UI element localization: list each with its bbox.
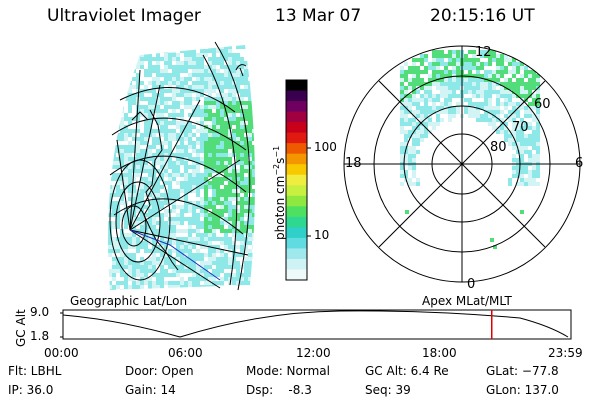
timeline-y-min: 1.8 — [30, 329, 50, 343]
mlt-label-12: 12 — [475, 45, 492, 60]
observation-time: 20:15:16 UT — [430, 6, 535, 26]
filter-info: Flt: LBHL — [8, 364, 62, 378]
door-info: Door: Open — [125, 364, 194, 378]
timeline-tick-2359: 23:59 — [548, 346, 583, 360]
timeline-tick-0000: 00:00 — [44, 346, 79, 360]
imager-title: Ultraviolet Imager — [47, 6, 201, 26]
timeline-y-max: 9.0 — [30, 305, 50, 319]
observation-date: 13 Mar 07 — [275, 6, 362, 26]
dsp-info: Dsp: -8.3 — [246, 383, 312, 397]
sequence-info: Seq: 39 — [365, 383, 411, 397]
glat-info: GLat: −77.8 — [486, 364, 559, 378]
colorbar-tick-100: 100 — [314, 140, 337, 154]
timeline-axis-label: GC Alt — [14, 309, 28, 347]
mlat-label-60: 60 — [534, 97, 551, 112]
mlt-label-18: 18 — [345, 156, 362, 171]
mlat-label-70: 70 — [512, 120, 529, 135]
glon-info: GLon: 137.0 — [486, 383, 559, 397]
mlt-label-6: 6 — [575, 156, 584, 171]
gc-altitude-info: GC Alt: 6.4 Re — [365, 364, 449, 378]
mode-info: Mode: Normal — [246, 364, 330, 378]
geographic-label: Geographic Lat/Lon — [70, 294, 188, 308]
ip-info: IP: 36.0 — [8, 383, 54, 397]
gain-info: Gain: 14 — [125, 383, 176, 397]
timeline-tick-1800: 18:00 — [422, 346, 457, 360]
mlt-label-0: 0 — [467, 277, 476, 292]
apex-label: Apex MLat/MLT — [422, 294, 512, 308]
timeline-tick-1200: 12:00 — [296, 346, 331, 360]
mlat-label-80: 80 — [490, 140, 507, 155]
colorbar-tick-10: 10 — [314, 228, 330, 242]
timeline-tick-0600: 06:00 — [168, 346, 203, 360]
